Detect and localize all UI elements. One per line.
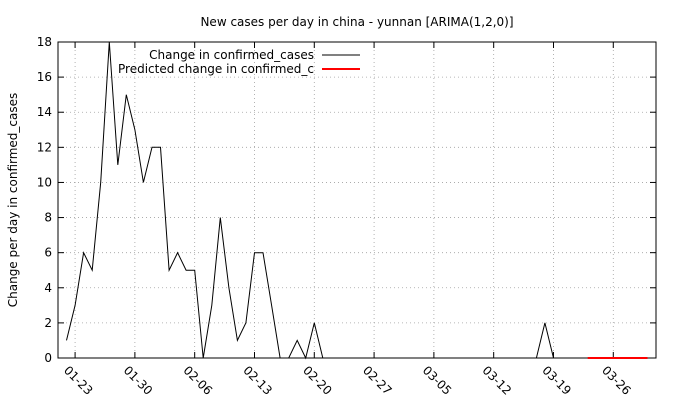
chart-title: New cases per day in china - yunnan [ARI…	[200, 15, 513, 29]
y-tick-label-0: 0	[44, 351, 52, 365]
y-tick-label-4: 8	[44, 211, 52, 225]
y-tick-label-7: 14	[37, 105, 52, 119]
x-tick-label-5: 02-27	[360, 363, 395, 398]
x-tick-label-4: 02-20	[300, 363, 335, 398]
x-tick-label-0: 01-23	[61, 363, 96, 398]
legend-label-1: Predicted change in confirmed_c	[118, 62, 314, 76]
x-tick-label-1: 01-30	[121, 363, 156, 398]
legend: Change in confirmed_cases Predicted chan…	[118, 48, 360, 76]
x-tick-label-7: 03-12	[480, 363, 515, 398]
y-tick-label-6: 12	[37, 140, 52, 154]
y-tick-label-9: 18	[37, 35, 52, 49]
x-tick-label-8: 03-19	[539, 363, 574, 398]
series-line-0	[66, 41, 648, 360]
x-tick-label-2: 02-06	[181, 363, 216, 398]
x-tick-label-9: 03-26	[599, 363, 634, 398]
grid-lines	[58, 42, 656, 358]
plot-border	[57, 41, 657, 359]
y-tick-label-3: 6	[44, 246, 52, 260]
y-tick-label-1: 2	[44, 316, 52, 330]
series-lines	[66, 41, 648, 360]
y-tick-labels: 0 2 4 6 8 10 12 14 16 18	[37, 35, 52, 365]
y-tick-label-2: 4	[44, 281, 52, 295]
y-tick-label-5: 10	[37, 175, 52, 189]
y-tick-label-8: 16	[37, 70, 52, 84]
x-tick-labels: 01-23 01-30 02-06 02-13 02-20 02-27 03-05 03-12…	[61, 363, 634, 398]
legend-label-0: Change in confirmed_cases	[149, 48, 314, 62]
y-axis-label: Change per day in confirmed_cases	[6, 93, 20, 308]
axes	[57, 41, 657, 359]
x-tick-label-6: 03-05	[420, 363, 455, 398]
x-tick-label-3: 02-13	[240, 363, 275, 398]
